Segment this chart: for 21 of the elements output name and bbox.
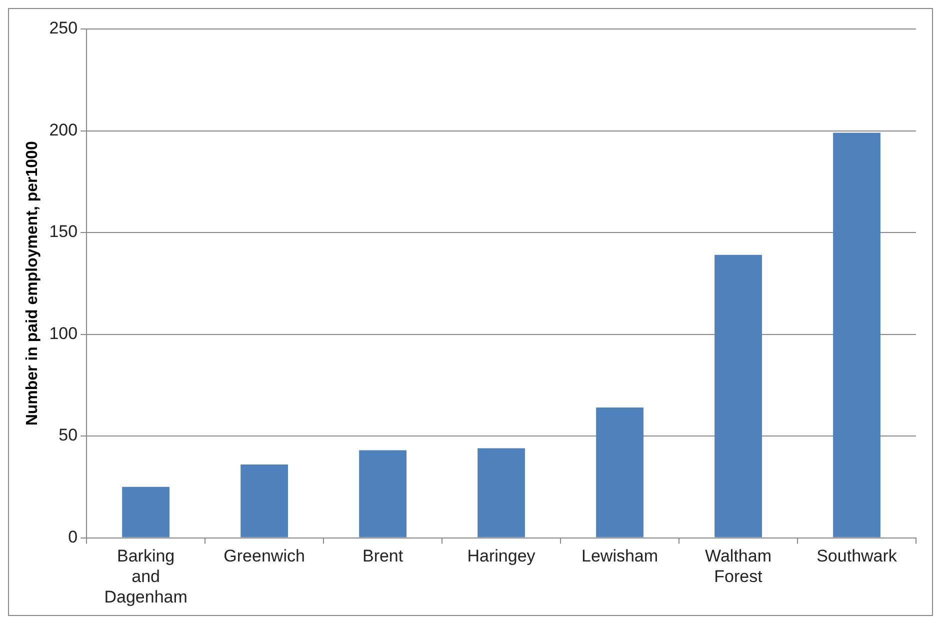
y-tick-label: 100 [49, 324, 78, 343]
y-tick-label: 0 [68, 527, 78, 546]
y-tick-label: 150 [49, 222, 78, 242]
bar [359, 450, 406, 538]
x-tick-label: Greenwich [224, 546, 305, 566]
x-tick-label: Brent [362, 546, 404, 566]
bar [833, 132, 880, 538]
y-tick-label: 250 [49, 18, 78, 38]
y-tick-label: 50 [58, 426, 78, 445]
bar [478, 448, 525, 538]
y-tick-label: 200 [49, 120, 78, 140]
x-tick-label: Haringey [467, 546, 536, 566]
bar [596, 408, 644, 538]
x-tick-label: Lewisham [582, 546, 658, 566]
bar [240, 464, 288, 538]
x-tick-label: Southwark [816, 546, 898, 566]
y-axis-title: Number in paid employment, per1000 [24, 141, 42, 426]
x-tick-label: Waltham Forest [705, 546, 772, 586]
x-tick-label: Barking and Dagenham [104, 546, 188, 606]
bar [122, 486, 170, 538]
bar [714, 254, 762, 538]
